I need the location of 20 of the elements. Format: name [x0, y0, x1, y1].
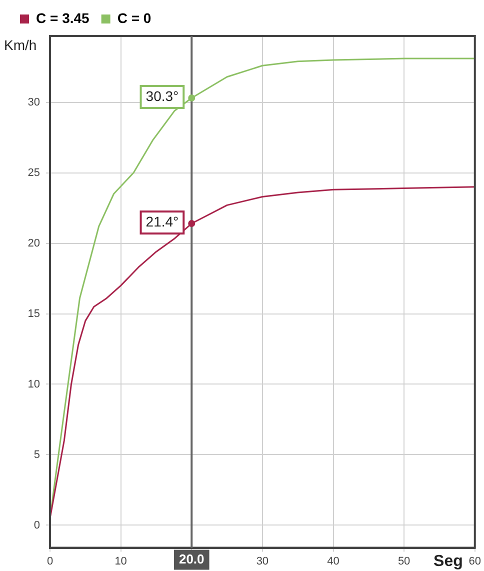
- x-tick-label: 60: [468, 555, 482, 568]
- x-tick-label: 30: [256, 555, 269, 568]
- annotation: 30.3°: [146, 88, 179, 104]
- y-tick-label: 25: [28, 166, 40, 179]
- x-tick-label: 0: [46, 555, 54, 568]
- y-axis-title: Km/h: [4, 36, 37, 53]
- y-tick-label: 15: [28, 308, 40, 320]
- annotation: 21.4°: [146, 213, 179, 230]
- x-tick-label: 10: [114, 555, 127, 568]
- x-tick-label: 40: [327, 555, 340, 568]
- y-tick-label: 10: [28, 378, 40, 390]
- x-axis-title: Seg: [434, 553, 463, 570]
- y-tick-label: 30: [28, 96, 40, 108]
- y-tick-label: 0: [34, 519, 40, 532]
- y-tick-label: 5: [34, 448, 40, 461]
- ref-line-label: 20.0: [178, 551, 204, 566]
- y-tick-label: 20: [28, 237, 40, 250]
- legend-label: C = 3.45: [36, 10, 90, 26]
- legend-label: C = 0: [117, 10, 152, 26]
- x-tick-label: 50: [398, 555, 410, 568]
